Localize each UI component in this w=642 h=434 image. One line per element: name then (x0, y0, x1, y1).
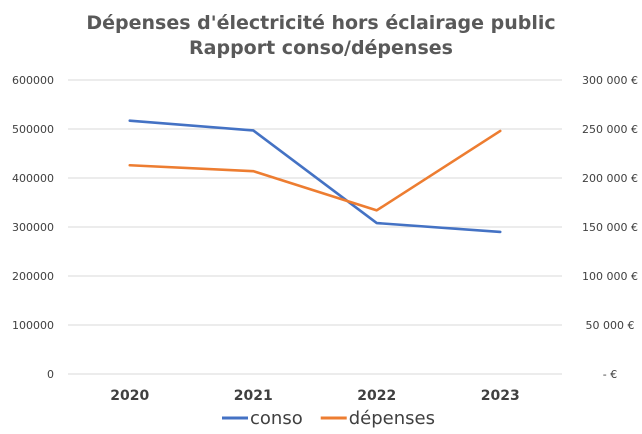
y-left-tick-label: 200000 (12, 270, 54, 283)
y-right-tick-label: 150 000 € (582, 221, 638, 234)
y-right-tick-label: 300 000 € (582, 74, 638, 87)
y-left-tick-label: 500000 (12, 123, 54, 136)
y-right-tick-label: 250 000 € (582, 123, 638, 136)
y-left-tick-label: 400000 (12, 172, 54, 185)
legend-label: dépenses (349, 408, 435, 429)
series-line-depenses (128, 129, 502, 212)
x-tick-label: 2022 (357, 388, 396, 404)
series-line-conso (128, 119, 502, 234)
x-tick-label: 2020 (110, 388, 149, 404)
y-left-tick-label: 100000 (12, 319, 54, 332)
y-left-tick-label: 300000 (12, 221, 54, 234)
y-right-tick-label: - € (603, 368, 617, 381)
chart-subtitle: Rapport conso/dépenses (189, 37, 453, 59)
chart-title: Dépenses d'électricité hors éclairage pu… (86, 12, 556, 34)
x-tick-label: 2023 (481, 388, 520, 404)
y-right-tick-label: 100 000 € (582, 270, 638, 283)
legend-label: conso (250, 408, 303, 429)
y-right-tick-label: 200 000 € (582, 172, 638, 185)
y-left-tick-label: 600000 (12, 74, 54, 87)
y-left-tick-label: 0 (47, 368, 54, 381)
x-tick-label: 2021 (234, 388, 273, 404)
y-right-tick-label: 50 000 € (586, 319, 635, 332)
